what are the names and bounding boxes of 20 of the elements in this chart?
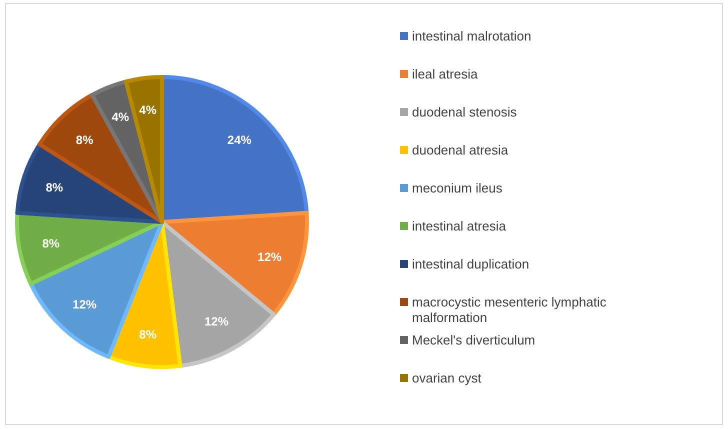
data-label: 12% [72, 298, 97, 312]
legend-label: duodenal stenosis [412, 104, 518, 120]
legend-label: meconium ileus [412, 180, 503, 196]
legend-label: intestinal atresia [412, 218, 507, 234]
data-label: 4% [139, 102, 157, 117]
legend-label: Meckel's diverticulum [412, 332, 536, 348]
legend-label: ileal atresia [412, 66, 479, 82]
data-label: 4% [112, 110, 130, 124]
data-label: 12% [204, 314, 229, 328]
legend-label: intestinal duplication [412, 256, 530, 272]
data-label: 12% [258, 250, 282, 264]
data-label: 8% [76, 132, 94, 147]
legend-label: macrocystic mesenteric lymphatic malformation [412, 294, 607, 326]
legend-label: duodenal atresia [412, 142, 509, 158]
data-label: 24% [227, 132, 252, 147]
data-label: 8% [42, 236, 60, 250]
data-label: 8% [139, 327, 157, 342]
data-label: 8% [46, 180, 64, 194]
legend-label: ovarian cyst [412, 370, 482, 386]
legend-label: intestinal malrotation [412, 28, 532, 44]
